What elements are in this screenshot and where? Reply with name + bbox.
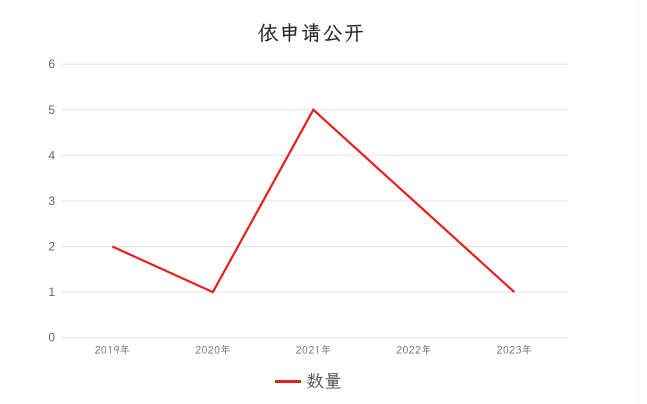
svg-text:6: 6 bbox=[48, 57, 55, 71]
svg-text:3: 3 bbox=[48, 194, 55, 208]
svg-text:4: 4 bbox=[48, 148, 55, 162]
svg-text:数量: 数量 bbox=[306, 369, 342, 393]
svg-text:2021年: 2021年 bbox=[295, 343, 331, 357]
svg-text:1: 1 bbox=[48, 285, 55, 299]
svg-text:2019年: 2019年 bbox=[94, 343, 130, 357]
svg-text:5: 5 bbox=[48, 103, 55, 117]
svg-text:2020年: 2020年 bbox=[195, 343, 231, 357]
svg-text:2022年: 2022年 bbox=[396, 343, 432, 357]
svg-text:2: 2 bbox=[48, 240, 55, 254]
svg-text:0: 0 bbox=[48, 331, 55, 345]
svg-text:2023年: 2023年 bbox=[496, 343, 532, 357]
